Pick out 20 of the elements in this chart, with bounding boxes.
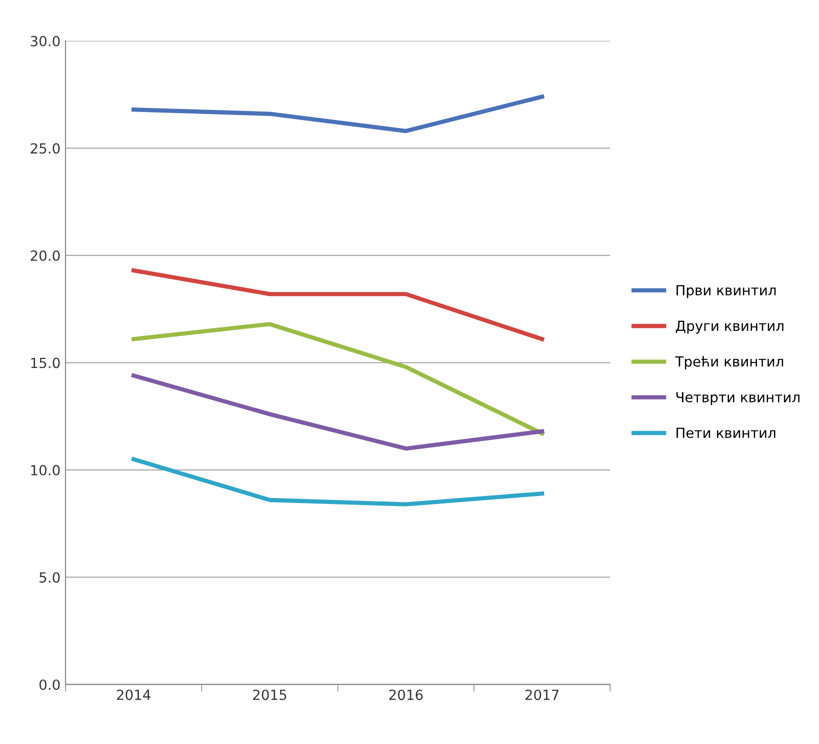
line-series — [132, 94, 544, 134]
line-series — [132, 373, 544, 451]
line-series — [132, 457, 544, 506]
legend-label: Четврти квинтил — [676, 392, 800, 406]
y-tick-label: 25.0 — [30, 143, 60, 154]
legend-label: Пети квинтил — [676, 428, 776, 438]
y-tick-label: 5.0 — [40, 572, 60, 583]
legend-label: Други квинтил — [676, 320, 784, 334]
y-tick-label: 0.0 — [39, 679, 60, 690]
x-tick-label: 2015 — [253, 690, 286, 700]
legend-label: Трећи квинтил — [675, 356, 784, 370]
x-tick-label: 2014 — [116, 690, 150, 700]
y-tick-label: 20.0 — [30, 250, 60, 261]
y-tick-label: 30.0 — [30, 36, 60, 46]
x-tick-label: 2017 — [525, 690, 559, 700]
legend-label: Први квинтил — [676, 285, 776, 298]
x-tick-label: 2016 — [389, 690, 423, 700]
y-tick-label: 15.0 — [31, 358, 60, 368]
line-series — [132, 322, 544, 436]
y-tick-label: 10.0 — [31, 464, 60, 476]
